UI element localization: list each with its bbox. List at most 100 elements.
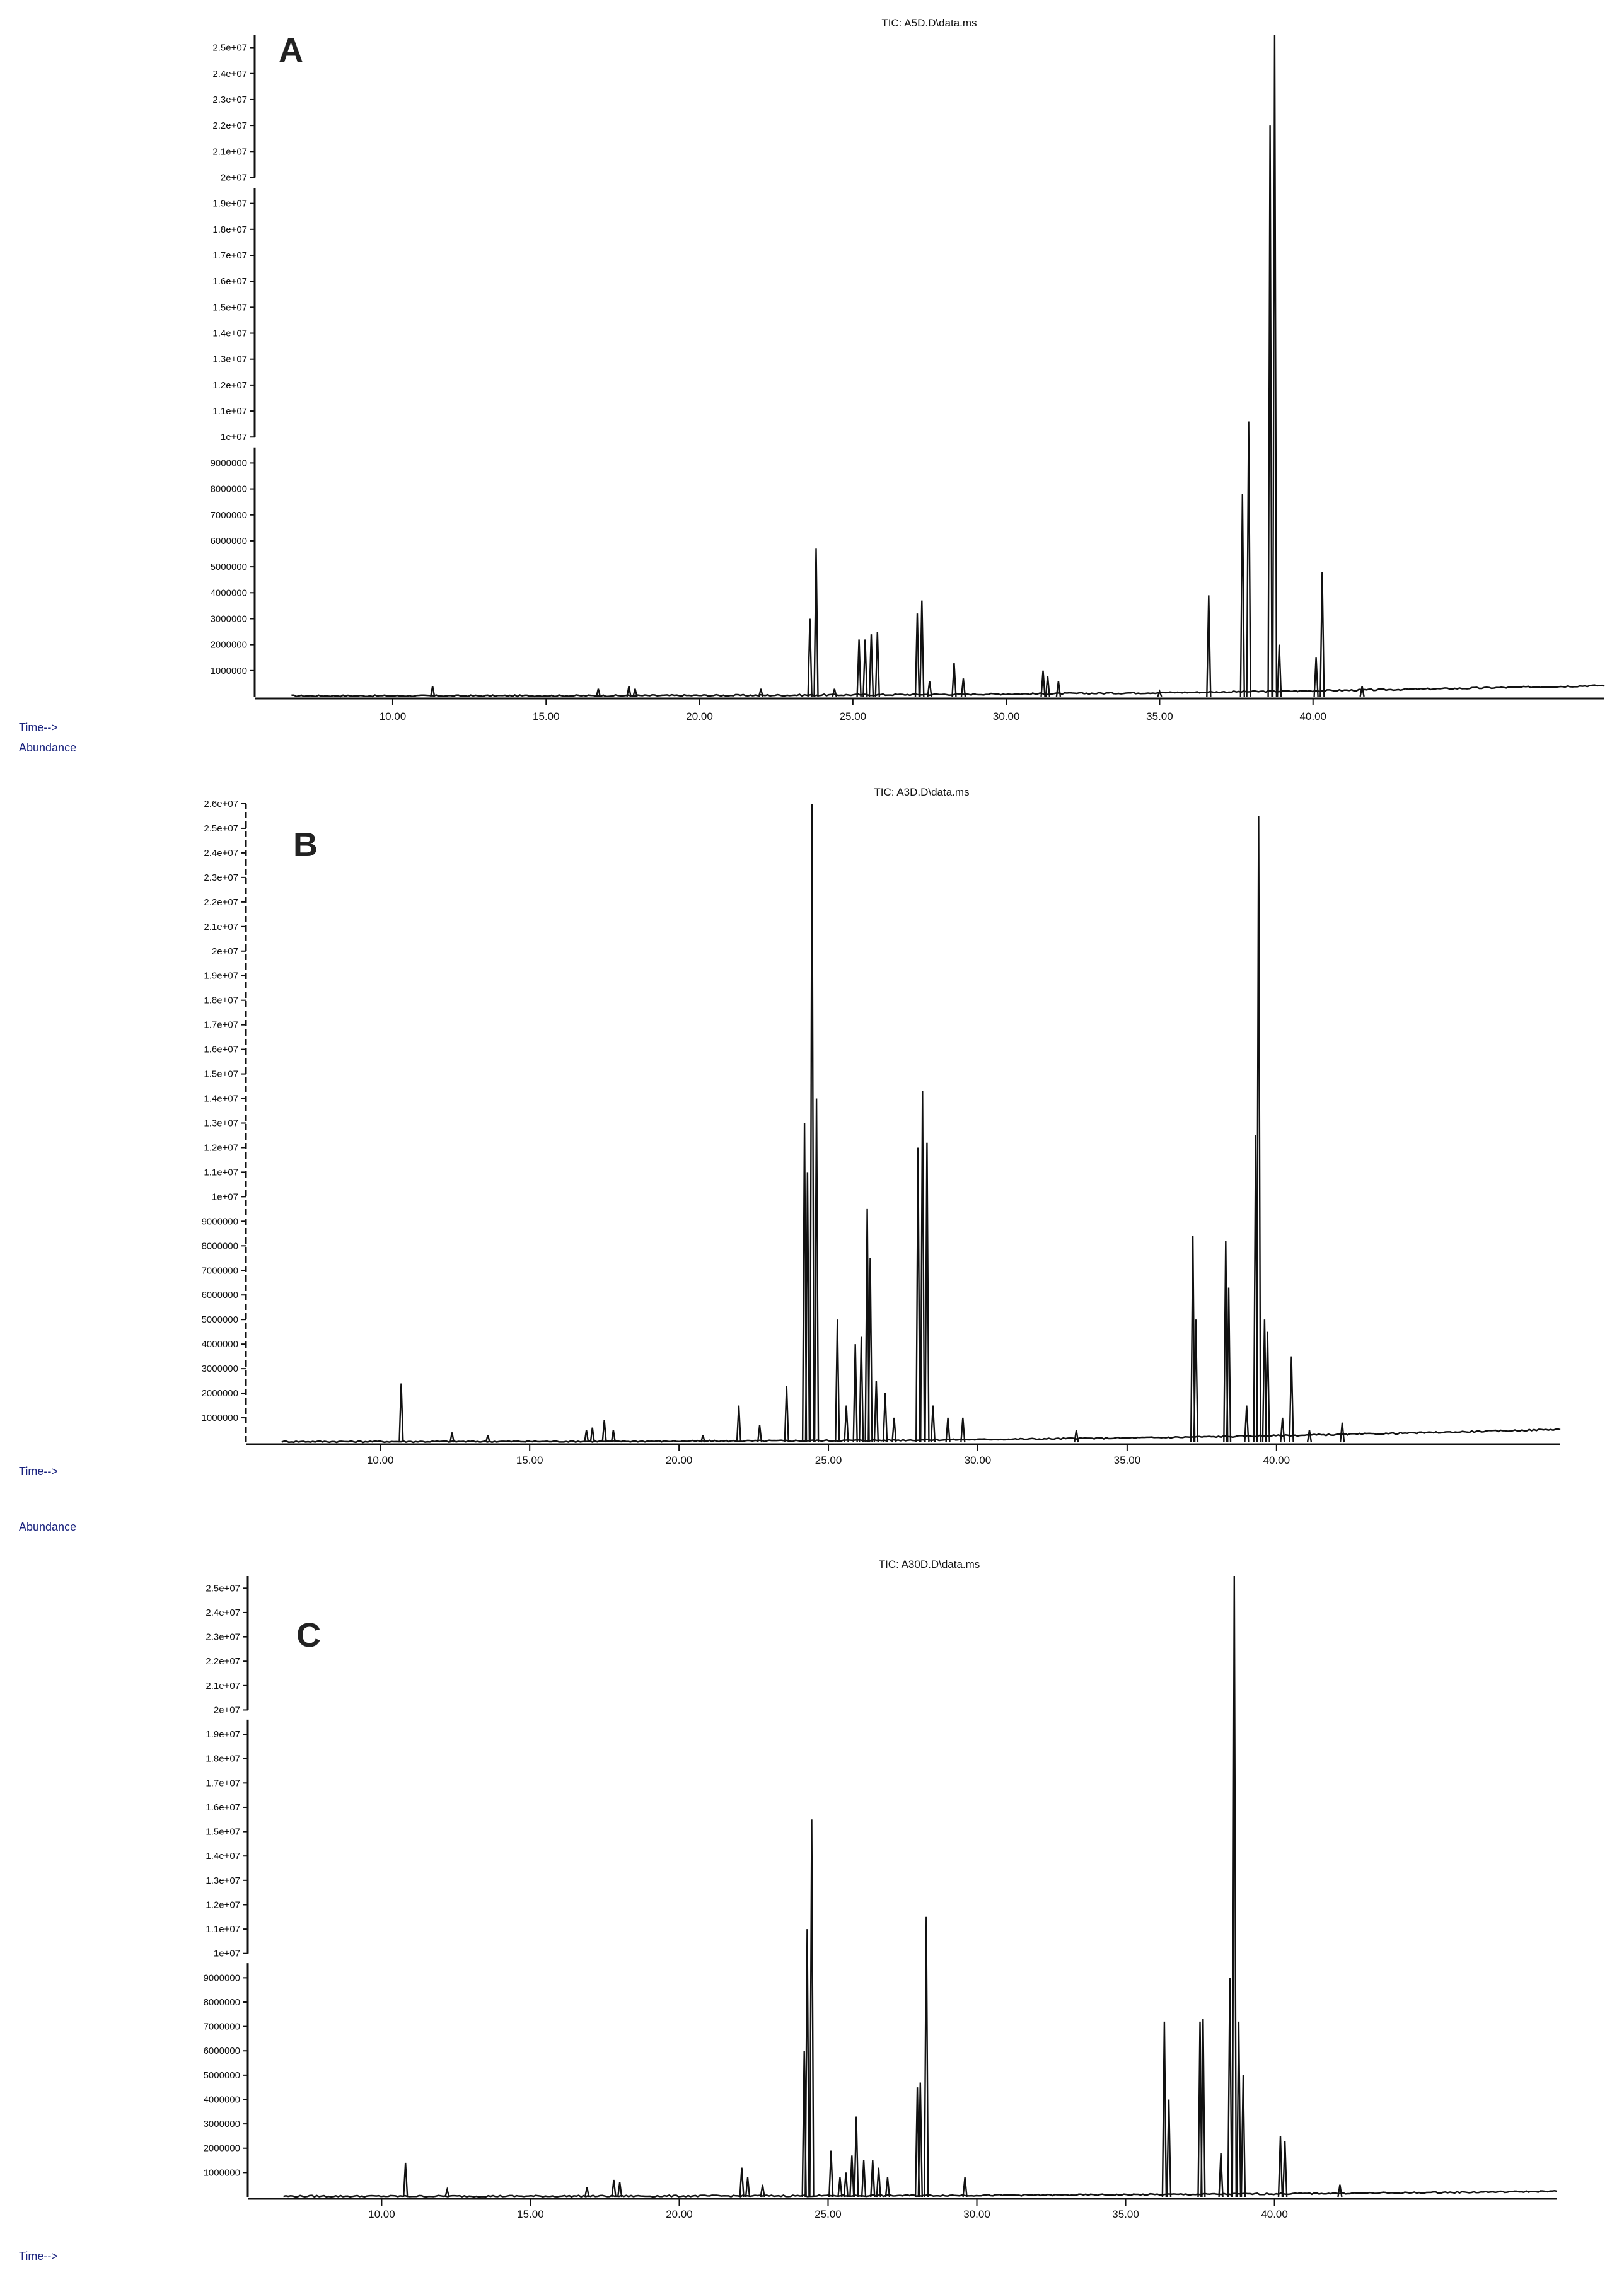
chromatogram-peak [804,1172,811,1443]
chromatogram-peak [1246,421,1251,697]
x-tick-label: 15.00 [517,2208,544,2220]
chromatogram-peak [1267,125,1273,697]
x-axis-title: Time--> [19,1465,58,1478]
y-tick-label: 7000000 [211,510,247,521]
y-tick-label: 1.6e+07 [212,276,247,287]
chromatogram-peak [595,688,601,697]
x-tick-label: 40.00 [1299,710,1326,722]
chromatogram-peak [444,2186,450,2198]
chromatogram-peak [867,1258,873,1443]
y-tick-label: 2.2e+07 [206,1656,240,1667]
y-tick-label: 1.3e+07 [206,1875,240,1886]
y-tick-label: 1.7e+07 [204,1020,238,1031]
chromatogram-peak [1227,1978,1232,2198]
panel-letter: A [279,32,303,69]
chromatogram-peak [1313,657,1319,697]
y-tick-label: 5000000 [202,1314,238,1325]
x-tick-label: 20.00 [666,1454,693,1466]
chromatogram-peak [784,1386,789,1443]
y-tick-label: 1.3e+07 [212,354,247,365]
chromatogram-peak [884,2177,891,2198]
y-tick-label: 2.3e+07 [206,1632,240,1643]
y-tick-label: 4000000 [211,588,247,598]
chromatogram-peak [914,613,920,697]
y-tick-label: 8000000 [204,1997,240,2008]
y-tick-label: 2.3e+07 [204,872,238,883]
chromatogram-peak [874,632,880,697]
chromatogram-peak [611,2179,617,2198]
y-tick-label: 4000000 [202,1339,238,1350]
y-axis-title: Abundance [19,1520,76,1533]
y-tick-label: 6000000 [211,536,247,547]
x-tick-label: 15.00 [516,1454,543,1466]
y-tick-label: 2.5e+07 [204,823,238,834]
chromatogram-peak [485,1435,490,1443]
y-tick-label: 2.2e+07 [204,897,238,908]
chromatogram-peak [1157,689,1163,697]
chromatogram-peak [1218,2153,1224,2198]
chromatogram-peak [1074,1430,1079,1443]
chromatogram-peak [807,618,813,697]
chromatogram-panel-c: 1000000 2000000 3000000 4000000 5000000 60000… [19,1558,1558,2262]
y-tick-label: 1000000 [204,2167,240,2178]
y-tick-label: 2.5e+07 [206,1583,240,1594]
y-tick-label: 3000000 [204,2119,240,2129]
y-tick-label: 1.1e+07 [212,406,247,417]
x-tick-label: 15.00 [533,710,560,722]
y-tick-label: 1.5e+07 [204,1069,238,1080]
chromatogram-peak [398,1383,404,1443]
x-tick-label: 40.00 [1261,2208,1288,2220]
chromatogram-peak [584,2187,590,2198]
chromatogram-peak [1306,1430,1313,1443]
y-tick-label: 1.5e+07 [206,1827,240,1838]
y-tick-label: 1e+07 [212,1191,238,1202]
y-tick-label: 1.8e+07 [206,1754,240,1764]
y-tick-label: 5000000 [211,562,247,572]
chromatogram-peak [617,2182,623,2198]
panel-letter: C [296,1616,321,1654]
x-tick-label: 35.00 [1114,1454,1141,1466]
chromatogram-peak [449,1432,455,1443]
y-tick-label: 3000000 [211,613,247,624]
y-tick-label: 1.4e+07 [206,1851,240,1862]
y-tick-label: 4000000 [204,2094,240,2105]
y-tick-label: 1.4e+07 [212,328,247,339]
y-tick-label: 1.7e+07 [212,250,247,261]
y-tick-label: 7000000 [202,1265,238,1276]
chromatogram-peak [1289,1356,1294,1443]
y-tick-label: 3000000 [202,1364,238,1374]
chromatogram-peak [862,639,868,697]
y-tick-label: 2.1e+07 [206,1681,240,1691]
chromatogram-peak [758,688,764,697]
chromatogram-peak [1359,686,1365,697]
chromatogram-peak [837,2177,843,2198]
y-tick-label: 1.5e+07 [212,302,247,313]
chromatogram-peak [601,1420,607,1443]
y-tick-label: 1.9e+07 [204,971,238,982]
chromatogram-peak [1277,2136,1284,2198]
y-tick-label: 2.4e+07 [212,69,247,79]
chromatogram-peak [1244,1405,1250,1443]
chromatogram-peak [927,681,932,697]
chromatogram-peak [430,686,436,697]
chromatogram-peak [843,2172,849,2198]
y-tick-label: 2.2e+07 [212,120,247,131]
chromatogram-peak [951,663,957,697]
chromatogram-peak [882,1393,888,1443]
y-tick-label: 2.4e+07 [206,1607,240,1618]
chromatogram-peak [809,803,815,1443]
chromatogram-peak [1045,675,1050,697]
chromatogram-peak [854,2116,859,2198]
chromatogram-peak [1206,595,1212,697]
y-tick-label: 2.3e+07 [212,95,247,105]
y-tick-label: 6000000 [204,2046,240,2056]
chromatogram-peak [832,688,837,697]
x-tick-label: 40.00 [1263,1454,1290,1466]
chromatogram-peak [1240,2075,1246,2198]
chromatogram-peak [739,2167,745,2198]
y-axis-title: Abundance [19,741,76,754]
x-tick-label: 10.00 [380,710,407,722]
chromatogram-peak [962,2177,968,2198]
chromatogram-peak [859,1336,864,1443]
